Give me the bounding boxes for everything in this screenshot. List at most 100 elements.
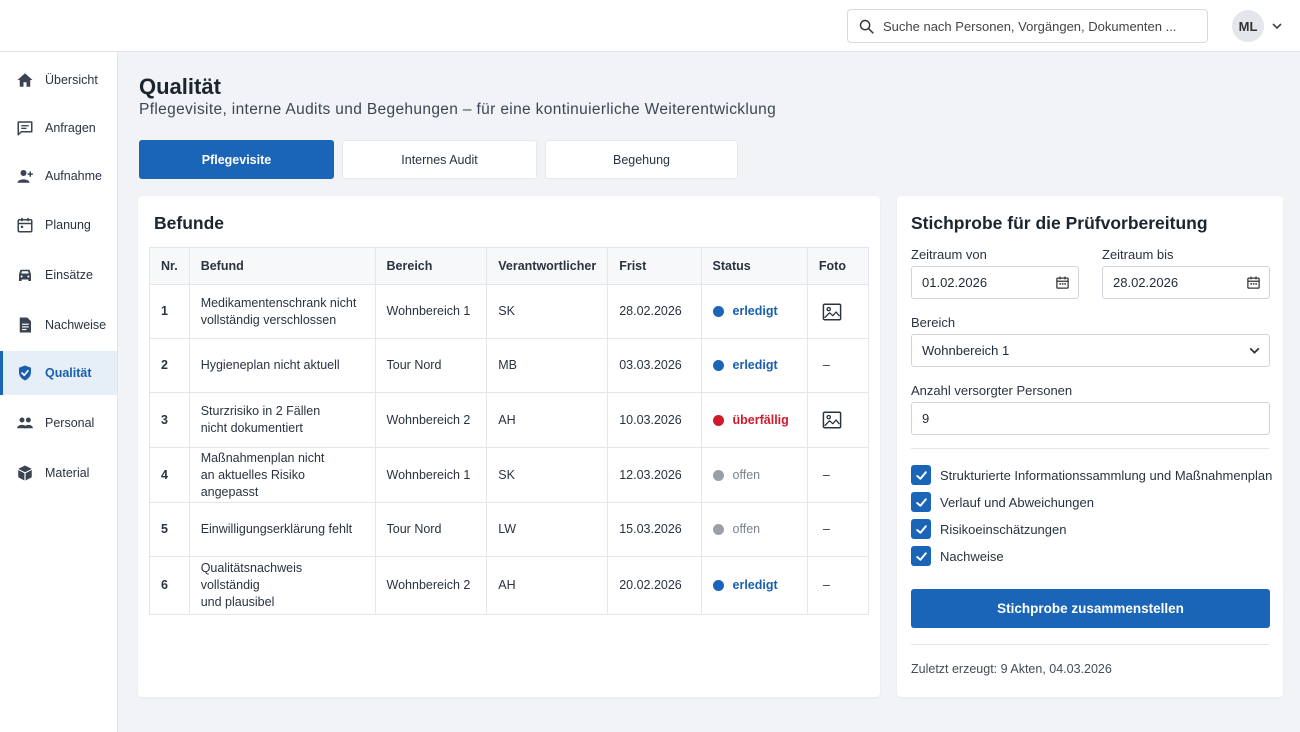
image-icon[interactable] — [822, 411, 842, 429]
tab-begehung[interactable]: Begehung — [545, 140, 738, 179]
table-row[interactable]: 5 Einwilligungserklärung fehlt Tour Nord LW… — [149, 502, 870, 557]
no-photo-dash: – — [822, 522, 830, 536]
box-icon — [16, 464, 34, 482]
checkbox-label: Verlauf und Abweichungen — [940, 494, 1094, 510]
sidebar-item-personal[interactable]: Personal — [0, 401, 117, 445]
checkbox-label: Risikoeinschätzungen — [940, 521, 1067, 537]
table-row[interactable]: 4 Maßnahmenplan nicht an aktuelles Risiko … — [149, 447, 870, 503]
check-icon — [915, 470, 927, 480]
table-row[interactable]: 6 Qualitätsnachweis vollständig und plausi… — [149, 556, 870, 615]
page-subtitle: Pflegevisite, interne Audits und Begehun… — [139, 101, 777, 118]
checkbox-checked[interactable] — [911, 492, 931, 512]
table-row[interactable]: 3 Sturzrisiko in 2 Fällen nicht dokumentie… — [149, 392, 870, 448]
cell-bereich: Tour Nord — [374, 502, 488, 557]
checkbox-checked[interactable] — [911, 546, 931, 566]
befund-line: Medikamentenschrank nicht — [200, 295, 357, 310]
sidebar-item-einsaetze[interactable]: Einsätze — [0, 253, 117, 297]
status-dot — [712, 414, 724, 426]
sidebar-item-uebersicht[interactable]: Übersicht — [0, 58, 117, 102]
status-badge: offen — [712, 521, 796, 538]
date-to-value: 28.02.2026 — [1113, 275, 1179, 290]
sidebar-item-aufnahme[interactable]: Aufnahme — [0, 154, 117, 198]
cell-befund: Medikamentenschrank nicht vollständig ver… — [188, 284, 376, 339]
cell-verantwortlicher: AH — [486, 556, 609, 615]
date-to-field[interactable]: 28.02.2026 — [1102, 266, 1270, 299]
date-from-field[interactable]: 01.02.2026 — [911, 266, 1079, 299]
create-sample-button[interactable]: Stichprobe zusammenstellen — [911, 589, 1270, 628]
search-box[interactable] — [847, 9, 1208, 43]
cell-foto: – — [806, 556, 870, 615]
cell-foto: – — [806, 338, 870, 393]
divider — [911, 448, 1269, 449]
status-badge: überfällig — [712, 412, 796, 429]
avatar[interactable]: ML — [1232, 10, 1264, 42]
befund-line: Hygieneplan nicht aktuell — [200, 358, 340, 372]
sample-card: Stichprobe für die Prüfvorbereitung Zeit… — [897, 196, 1283, 697]
sidebar-item-qualitaet[interactable]: Qualität — [0, 351, 117, 395]
cell-bereich: Wohnbereich 1 — [374, 284, 488, 339]
sidebar-item-planung[interactable]: Planung — [0, 203, 117, 247]
befund-line: nicht dokumentiert — [200, 421, 303, 435]
sidebar: Übersicht Anfragen Aufnahme Planung Eins… — [0, 52, 118, 732]
sidebar-item-label: Übersicht — [45, 73, 98, 87]
tab-pflegevisite[interactable]: Pflegevisite — [139, 140, 334, 179]
befund-line: Sturzrisiko in 2 Fällen — [200, 404, 321, 418]
area-select-value: Wohnbereich 1 — [922, 343, 1010, 358]
cell-nr: 2 — [149, 338, 190, 393]
table-row[interactable]: 1 Medikamentenschrank nicht vollständig ve… — [149, 284, 870, 339]
chevron-down-icon[interactable] — [1271, 20, 1283, 32]
count-label: Anzahl versorgter Personen — [911, 383, 1073, 398]
sidebar-item-material[interactable]: Material — [0, 451, 117, 495]
cell-verantwortlicher: SK — [486, 284, 609, 339]
cell-nr: 1 — [149, 284, 190, 339]
checkbox-row[interactable]: Risikoeinschätzungen — [911, 519, 1066, 539]
status-badge: offen — [712, 467, 796, 484]
calendar-icon — [16, 216, 34, 234]
area-select[interactable]: Wohnbereich 1 — [911, 334, 1270, 367]
sidebar-item-nachweise[interactable]: Nachweise — [0, 303, 117, 347]
checkbox-checked[interactable] — [911, 519, 931, 539]
calendar-icon[interactable] — [1055, 275, 1070, 290]
check-icon — [915, 524, 927, 534]
cell-verantwortlicher: SK — [486, 447, 609, 503]
cell-bereich: Wohnbereich 2 — [374, 556, 488, 615]
search-icon — [859, 19, 874, 34]
checkbox-checked[interactable] — [911, 465, 931, 485]
befund-line: Qualitätsnachweis vollständig — [200, 561, 303, 592]
status-text: offen — [732, 522, 761, 536]
cell-frist: 28.02.2026 — [607, 284, 702, 339]
checkbox-row[interactable]: Nachweise — [911, 546, 1004, 566]
column-header-nr: Nr. — [149, 247, 190, 285]
message-icon — [16, 119, 34, 137]
cell-foto[interactable] — [806, 392, 870, 448]
checkbox-row[interactable]: Strukturierte Informationssammlung und M… — [911, 465, 1272, 485]
sidebar-item-label: Planung — [45, 218, 91, 232]
search-input[interactable] — [883, 18, 1183, 34]
calendar-icon[interactable] — [1246, 275, 1261, 290]
image-icon[interactable] — [822, 302, 842, 321]
cell-foto[interactable] — [806, 284, 870, 339]
befund-line: an aktuelles Risiko angepasst — [200, 467, 305, 499]
status-dot — [712, 306, 724, 317]
sidebar-item-label: Material — [45, 466, 90, 480]
cell-foto: – — [806, 447, 870, 503]
check-icon — [915, 497, 927, 507]
sidebar-item-label: Einsätze — [45, 268, 93, 282]
cell-nr: 3 — [149, 392, 190, 448]
status-dot — [712, 580, 724, 591]
count-input[interactable]: 9 — [911, 402, 1270, 435]
sidebar-item-label: Personal — [45, 416, 95, 430]
checkbox-row[interactable]: Verlauf und Abweichungen — [911, 492, 1094, 512]
status-dot — [712, 360, 724, 371]
sidebar-item-anfragen[interactable]: Anfragen — [0, 106, 117, 150]
cell-status: offen — [700, 502, 808, 557]
findings-title: Befunde — [154, 213, 224, 233]
tab-internes-audit[interactable]: Internes Audit — [342, 140, 537, 179]
befund-line: und plausibel — [200, 595, 275, 609]
findings-table: Nr. Befund Bereich Verantwortlicher Fris… — [149, 247, 870, 615]
column-header-foto: Foto — [806, 247, 870, 285]
cell-status: erledigt — [700, 556, 808, 615]
findings-card: Befunde Nr. Befund Bereich Verantwortlic… — [138, 196, 880, 697]
check-icon — [915, 551, 927, 561]
table-row[interactable]: 2 Hygieneplan nicht aktuell Tour Nord MB 03.… — [149, 338, 870, 393]
